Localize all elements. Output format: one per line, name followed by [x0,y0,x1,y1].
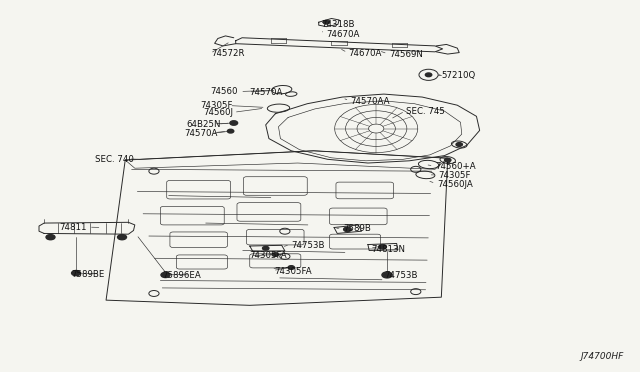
Circle shape [288,266,294,269]
Circle shape [262,246,269,250]
Text: 74560JA: 74560JA [437,180,472,189]
Text: 74753B: 74753B [291,241,324,250]
Circle shape [323,20,330,24]
Text: 74572R: 74572R [211,49,245,58]
Circle shape [118,235,127,240]
Circle shape [344,227,351,232]
Text: 74305FA: 74305FA [250,251,287,260]
Circle shape [445,158,451,162]
Circle shape [426,73,432,77]
Circle shape [72,270,81,276]
Circle shape [230,121,237,125]
Circle shape [46,235,55,240]
Text: 74813N: 74813N [371,244,405,253]
Text: 74305F: 74305F [438,171,470,180]
Text: 7589B: 7589B [343,224,371,233]
Text: 74670A: 74670A [349,49,382,58]
Text: SEC. 745: SEC. 745 [406,108,445,116]
Text: SEC. 740: SEC. 740 [95,155,134,164]
Circle shape [456,142,463,146]
Text: 74560J: 74560J [204,108,234,117]
Text: 74305FA: 74305FA [274,267,312,276]
Text: 74670A: 74670A [326,29,360,39]
Circle shape [227,129,234,133]
Text: 74570AA: 74570AA [351,97,390,106]
Circle shape [272,253,278,256]
Text: 74570A: 74570A [184,128,218,138]
Text: 64B25N: 64B25N [186,121,220,129]
Circle shape [382,272,392,278]
Circle shape [379,244,387,249]
Text: 57210Q: 57210Q [442,71,476,80]
Text: 7589BE: 7589BE [71,270,104,279]
Text: 74569N: 74569N [389,50,423,59]
Text: 74305F: 74305F [200,102,232,110]
Text: 74318B: 74318B [321,20,355,29]
Text: 74811: 74811 [60,223,87,232]
Circle shape [161,272,170,278]
Text: 75896EA: 75896EA [163,271,201,280]
Text: 74753B: 74753B [384,271,417,280]
Text: 74560: 74560 [210,87,237,96]
Text: J74700HF: J74700HF [580,352,623,361]
Text: 74560+A: 74560+A [435,162,476,171]
Text: 74570A: 74570A [250,88,283,97]
